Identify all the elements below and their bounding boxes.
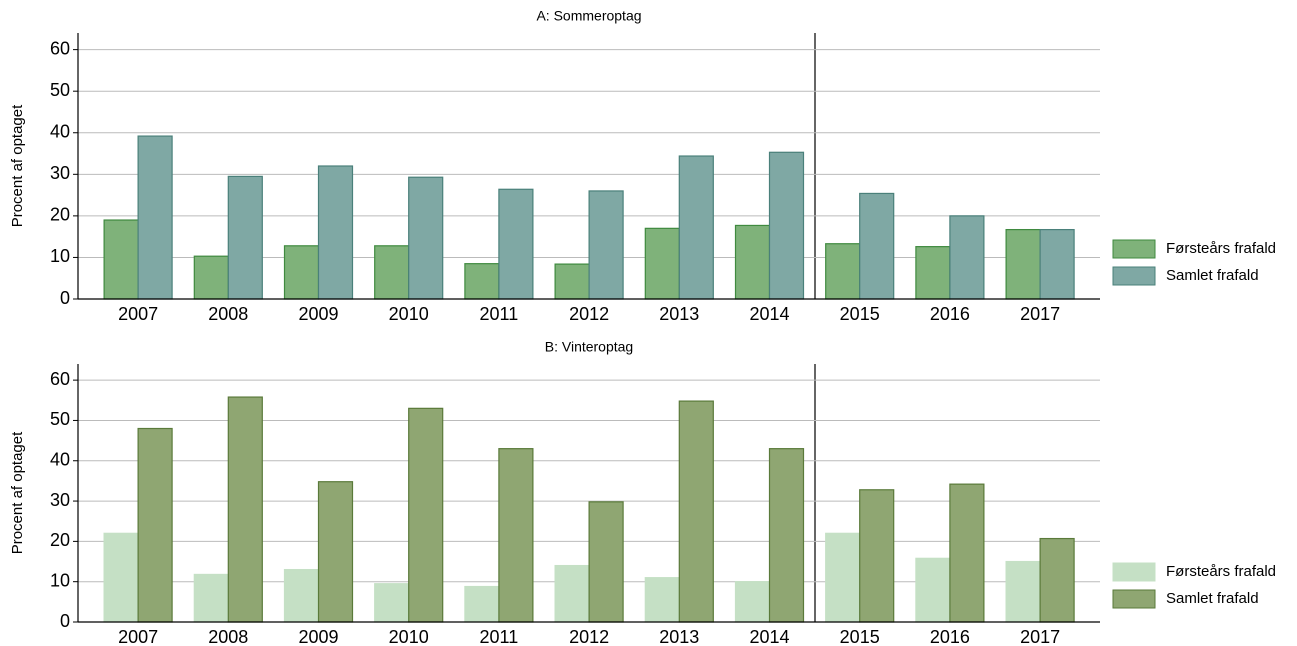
legend-label: Førsteårs frafald	[1166, 240, 1276, 257]
legend-label: Førsteårs frafald	[1166, 563, 1276, 580]
x-tick-label: 2013	[659, 304, 699, 324]
bar	[825, 243, 861, 300]
bar	[859, 192, 895, 300]
bar	[227, 175, 263, 300]
bar	[554, 263, 590, 300]
legend-swatch	[1112, 562, 1156, 582]
x-tick-label: 2016	[930, 304, 970, 324]
bar	[644, 227, 680, 300]
x-tick-label: 2012	[569, 304, 609, 324]
bar	[374, 245, 410, 300]
x-tick-label: 2007	[118, 304, 158, 324]
x-tick-label: 2008	[208, 627, 248, 646]
bar	[768, 448, 805, 623]
bar	[588, 190, 624, 300]
bar	[1005, 228, 1041, 300]
y-tick-label: 0	[60, 611, 70, 631]
x-tick-label: 2010	[389, 627, 429, 646]
bar	[464, 585, 500, 623]
chart-title: B: Vinteroptag	[545, 339, 633, 355]
bar	[859, 489, 895, 623]
bar	[825, 532, 861, 623]
bar	[374, 583, 410, 623]
y-tick-label: 40	[50, 122, 70, 142]
bar	[1039, 228, 1075, 300]
legend-swatch	[1112, 589, 1156, 609]
bar	[283, 245, 320, 300]
legend-swatch	[1112, 266, 1156, 286]
bar	[498, 188, 534, 300]
x-tick-label: 2008	[208, 304, 248, 324]
bar	[734, 224, 771, 300]
bar	[1005, 560, 1041, 623]
x-tick-label: 2014	[749, 627, 789, 646]
bar	[915, 246, 951, 300]
y-tick-label: 10	[50, 570, 70, 590]
bar	[193, 255, 229, 300]
bar	[408, 176, 444, 300]
bar	[498, 448, 534, 623]
chart-title: A: Sommeroptag	[536, 8, 641, 24]
y-tick-label: 60	[50, 369, 70, 389]
x-tick-label: 2009	[298, 627, 338, 646]
x-tick-label: 2007	[118, 627, 158, 646]
bar	[678, 400, 714, 623]
x-tick-label: 2011	[480, 627, 519, 646]
bar	[949, 483, 985, 623]
y-tick-label: 40	[50, 450, 70, 470]
legend-swatch	[1112, 239, 1156, 259]
y-tick-label: 20	[50, 205, 70, 225]
legend-label: Samlet frafald	[1166, 267, 1259, 284]
y-tick-label: 30	[50, 163, 70, 183]
bar	[734, 581, 771, 623]
y-tick-label: 0	[60, 288, 70, 308]
x-tick-label: 2017	[1020, 627, 1060, 646]
bar	[588, 501, 624, 623]
x-tick-label: 2012	[569, 627, 609, 646]
y-tick-label: 10	[50, 246, 70, 266]
bar	[317, 165, 354, 300]
y-tick-label: 20	[50, 530, 70, 550]
y-tick-label: 50	[50, 409, 70, 429]
bar	[317, 481, 354, 623]
y-tick-label: 30	[50, 490, 70, 510]
x-tick-label: 2014	[749, 304, 789, 324]
bar	[103, 532, 139, 623]
bar	[554, 564, 590, 623]
bar	[408, 407, 444, 623]
bar	[644, 577, 680, 623]
bar	[193, 573, 229, 623]
x-tick-label: 2009	[298, 304, 338, 324]
x-tick-label: 2015	[840, 627, 880, 646]
x-tick-label: 2013	[659, 627, 699, 646]
x-tick-label: 2017	[1020, 304, 1060, 324]
y-axis-label: Procent af optaget	[9, 104, 26, 227]
y-tick-label: 50	[50, 80, 70, 100]
x-tick-label: 2011	[480, 304, 519, 324]
y-axis-label: Procent af optaget	[9, 431, 26, 554]
bar	[283, 568, 320, 623]
bar	[137, 427, 173, 623]
bar	[915, 557, 951, 623]
x-tick-label: 2016	[930, 627, 970, 646]
x-tick-label: 2010	[389, 304, 429, 324]
bar	[949, 215, 985, 300]
y-tick-label: 60	[50, 38, 70, 58]
bar	[1039, 537, 1075, 623]
x-tick-label: 2015	[840, 304, 880, 324]
bar	[103, 219, 139, 300]
legend-label: Samlet frafald	[1166, 590, 1259, 607]
bar	[137, 135, 173, 300]
bar	[464, 263, 500, 300]
bar	[678, 155, 714, 300]
bar	[768, 151, 805, 300]
bar	[227, 396, 263, 623]
